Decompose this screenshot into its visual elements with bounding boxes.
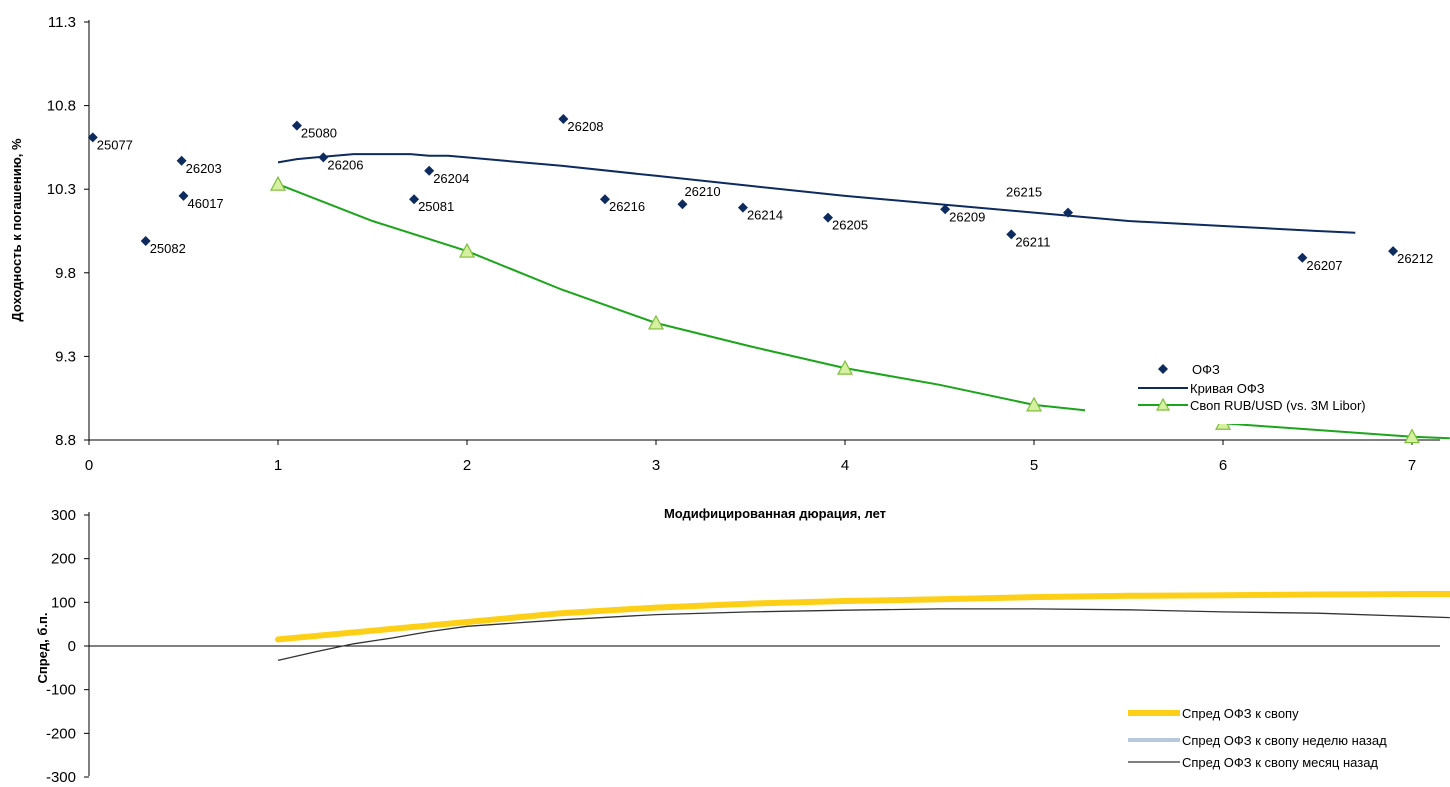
ofz-point: [677, 199, 688, 210]
top-x-tick-label: 7: [1408, 457, 1416, 474]
ofz-point: [176, 155, 187, 166]
top-x-tick-label: 4: [841, 457, 849, 474]
swap-marker: [836, 359, 854, 375]
ofz-point: [140, 236, 151, 247]
legend-swap-label: Своп RUB/USD (vs. 3M Libor): [1190, 398, 1366, 413]
legend-ofz-curve-label: Кривая ОФЗ: [1190, 381, 1265, 396]
bottom-y-tick-label: 100: [51, 594, 76, 611]
spread-current-line: [275, 591, 1450, 643]
top-legend-box: [1085, 354, 1395, 424]
top-x-tick-label: 2: [463, 457, 471, 474]
ofz-point-label: 26208: [567, 119, 603, 134]
top-y-tick-label: 10.8: [47, 98, 76, 115]
ofz-point-label: 26207: [1306, 258, 1342, 273]
swap-marker: [1025, 396, 1043, 412]
ofz-point-label: 26206: [327, 157, 363, 172]
ofz-point-label: 26209: [949, 209, 985, 224]
ofz-point-label: 25080: [301, 126, 337, 141]
top-y-tick-label: 11.3: [48, 14, 76, 31]
bottom-y-tick-label: -200: [46, 725, 76, 742]
swap-marker: [1403, 428, 1421, 444]
ofz-point-label: 25077: [97, 137, 133, 152]
swap-marker: [458, 242, 476, 258]
swap-marker: [647, 314, 665, 330]
ofz-point-label: 26215: [1006, 185, 1042, 200]
bottom-y-tick-label: 200: [51, 551, 76, 568]
swap-curve-line: [277, 183, 1450, 440]
top-x-axis-title: Модифицированная дюрация, лет: [664, 506, 886, 521]
ofz-point: [178, 190, 189, 201]
ofz-point: [87, 132, 98, 143]
ofz-point-label: 26216: [609, 199, 645, 214]
ofz-point-label: 25082: [150, 241, 186, 256]
top-x-tick-label: 3: [652, 457, 660, 474]
ofz-point-label: 26204: [433, 171, 469, 186]
top-y-axis-title: Доходность к погашению, %: [9, 138, 24, 322]
top-y-tick-label: 8.8: [55, 432, 76, 449]
ofz-point: [1297, 252, 1308, 263]
bottom-y-tick-label: 300: [51, 507, 76, 524]
top-x-tick-label: 1: [274, 457, 282, 474]
legend-ofz-label: ОФЗ: [1192, 362, 1220, 377]
legend-spread-current-label: Спред ОФЗ к свопу: [1182, 706, 1299, 721]
legend-swap-marker: [1155, 397, 1171, 411]
ofz-point-label: 46017: [188, 196, 224, 211]
top-x-tick-label: 0: [85, 457, 93, 474]
ofz-point: [1006, 229, 1017, 240]
ofz-point-label: 26203: [186, 161, 222, 176]
top-x-tick-label: 5: [1030, 457, 1038, 474]
ofz-point: [737, 202, 748, 213]
ofz-point: [1388, 246, 1399, 257]
bottom-y-tick-label: -300: [46, 769, 76, 782]
ofz-point: [558, 113, 569, 124]
ofz-point: [599, 194, 610, 205]
ofz-curve-line: [277, 153, 1356, 234]
legend-spread-week-label: Спред ОФЗ к свопу неделю назад: [1182, 733, 1387, 748]
spread-month-ago-line: [277, 608, 1450, 662]
ofz-point-label: 26205: [832, 218, 868, 233]
legend-spread-month-label: Спред ОФЗ к свопу месяц назад: [1182, 755, 1378, 770]
top-y-tick-label: 9.3: [55, 348, 76, 365]
top-y-tick-label: 10.3: [47, 181, 76, 198]
bottom-y-tick-label: -100: [46, 682, 76, 699]
ofz-point-label: 26212: [1397, 251, 1433, 266]
ofz-point: [291, 120, 302, 131]
ofz-point: [822, 212, 833, 223]
bottom-y-tick-label: 0: [68, 638, 76, 655]
ofz-point: [1063, 207, 1074, 218]
bottom-y-axis-title: Спред, б.п.: [35, 613, 50, 684]
ofz-point: [940, 204, 951, 215]
ofz-point: [409, 194, 420, 205]
ofz-point: [318, 152, 329, 163]
ofz-point-label: 26211: [1015, 234, 1050, 249]
swap-marker: [269, 175, 287, 191]
ofz-point-label: 26210: [684, 184, 720, 199]
top-x-tick-label: 6: [1219, 457, 1227, 474]
top-y-tick-label: 9.8: [55, 265, 76, 282]
ofz-point-label: 26214: [747, 208, 783, 223]
ofz-point: [424, 165, 435, 176]
legend-ofz-marker: [1158, 364, 1168, 374]
ofz-point-label: 25081: [418, 199, 454, 214]
